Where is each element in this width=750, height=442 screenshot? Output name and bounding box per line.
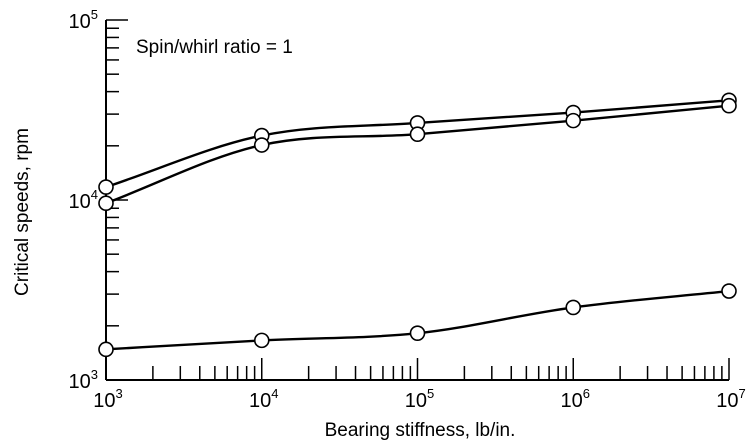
x-axis-title: Bearing stiffness, lb/in. — [325, 420, 516, 441]
series-2-point — [98, 195, 114, 211]
x-tick-label: 107 — [716, 386, 745, 412]
series-3-point — [721, 283, 737, 299]
series-2-point — [409, 126, 426, 143]
spin-whirl-annotation: Spin/whirl ratio = 1 — [136, 37, 293, 58]
series-1-point — [98, 179, 114, 195]
series-2-point — [565, 112, 582, 129]
series-3-point — [98, 341, 114, 358]
series-3-point — [565, 299, 582, 316]
x-tick-label: 105 — [405, 386, 434, 412]
series-3-point — [253, 332, 270, 349]
series-1-curve — [105, 99, 730, 189]
series-2-point — [721, 97, 737, 114]
series-3-point — [409, 325, 426, 341]
x-tick-label: 104 — [249, 386, 278, 412]
x-tick-label: 103 — [93, 386, 122, 412]
y-tick-label: 104 — [69, 187, 98, 213]
series-2-point — [253, 137, 270, 153]
data-points — [98, 92, 737, 358]
x-tick-label: 106 — [561, 386, 590, 412]
y-axis-title: Critical speeds, rpm — [12, 128, 33, 296]
y-tick-label: 105 — [69, 7, 98, 33]
tick-labels: 103 104 105 106 107 103 104 105 — [69, 7, 746, 412]
y-tick-label: 103 — [69, 367, 98, 393]
